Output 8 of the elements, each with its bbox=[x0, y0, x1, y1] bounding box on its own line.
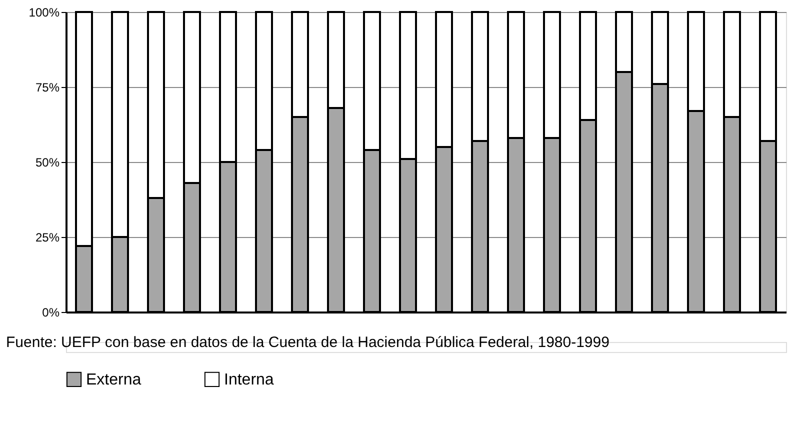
y-tick-label: 100% bbox=[28, 6, 60, 20]
source-note: Fuente: UEFP con base en datos de la Cuenta de la Hacienda Pública Federal, 1980-1999 bbox=[6, 334, 610, 351]
y-tick-label: 75% bbox=[35, 80, 60, 94]
legend-label: Externa bbox=[86, 371, 142, 388]
legend-label: Interna bbox=[224, 371, 274, 388]
y-tick-label: 50% bbox=[35, 156, 60, 170]
y-tick-label: 0% bbox=[42, 306, 60, 320]
y-tick-label: 25% bbox=[35, 230, 60, 244]
